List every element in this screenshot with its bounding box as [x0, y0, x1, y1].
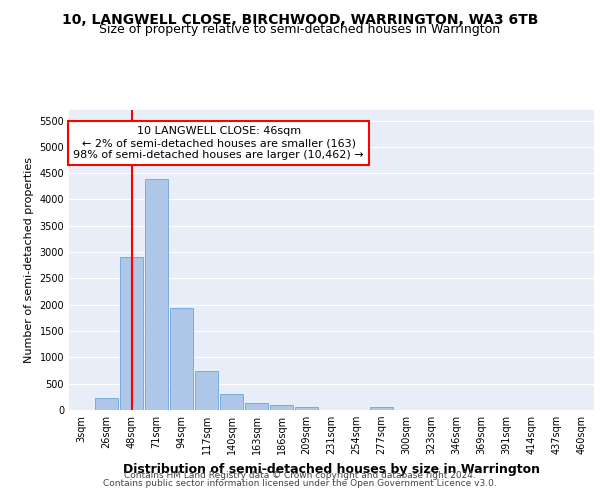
Bar — [145, 180, 168, 410]
Text: Contains public sector information licensed under the Open Government Licence v3: Contains public sector information licen… — [103, 478, 497, 488]
Bar — [370, 407, 393, 410]
Bar — [270, 404, 293, 410]
Bar — [120, 258, 143, 410]
Y-axis label: Number of semi-detached properties: Number of semi-detached properties — [24, 157, 34, 363]
Text: 10, LANGWELL CLOSE, BIRCHWOOD, WARRINGTON, WA3 6TB: 10, LANGWELL CLOSE, BIRCHWOOD, WARRINGTO… — [62, 12, 538, 26]
Text: Size of property relative to semi-detached houses in Warrington: Size of property relative to semi-detach… — [100, 22, 500, 36]
Bar — [295, 406, 318, 410]
Bar — [220, 394, 243, 410]
Bar — [195, 371, 218, 410]
Text: 10 LANGWELL CLOSE: 46sqm
← 2% of semi-detached houses are smaller (163)
98% of s: 10 LANGWELL CLOSE: 46sqm ← 2% of semi-de… — [73, 126, 364, 160]
Bar — [95, 398, 118, 410]
X-axis label: Distribution of semi-detached houses by size in Warrington: Distribution of semi-detached houses by … — [123, 462, 540, 475]
Bar — [245, 403, 268, 410]
Text: Contains HM Land Registry data © Crown copyright and database right 2024.: Contains HM Land Registry data © Crown c… — [124, 471, 476, 480]
Bar — [170, 308, 193, 410]
